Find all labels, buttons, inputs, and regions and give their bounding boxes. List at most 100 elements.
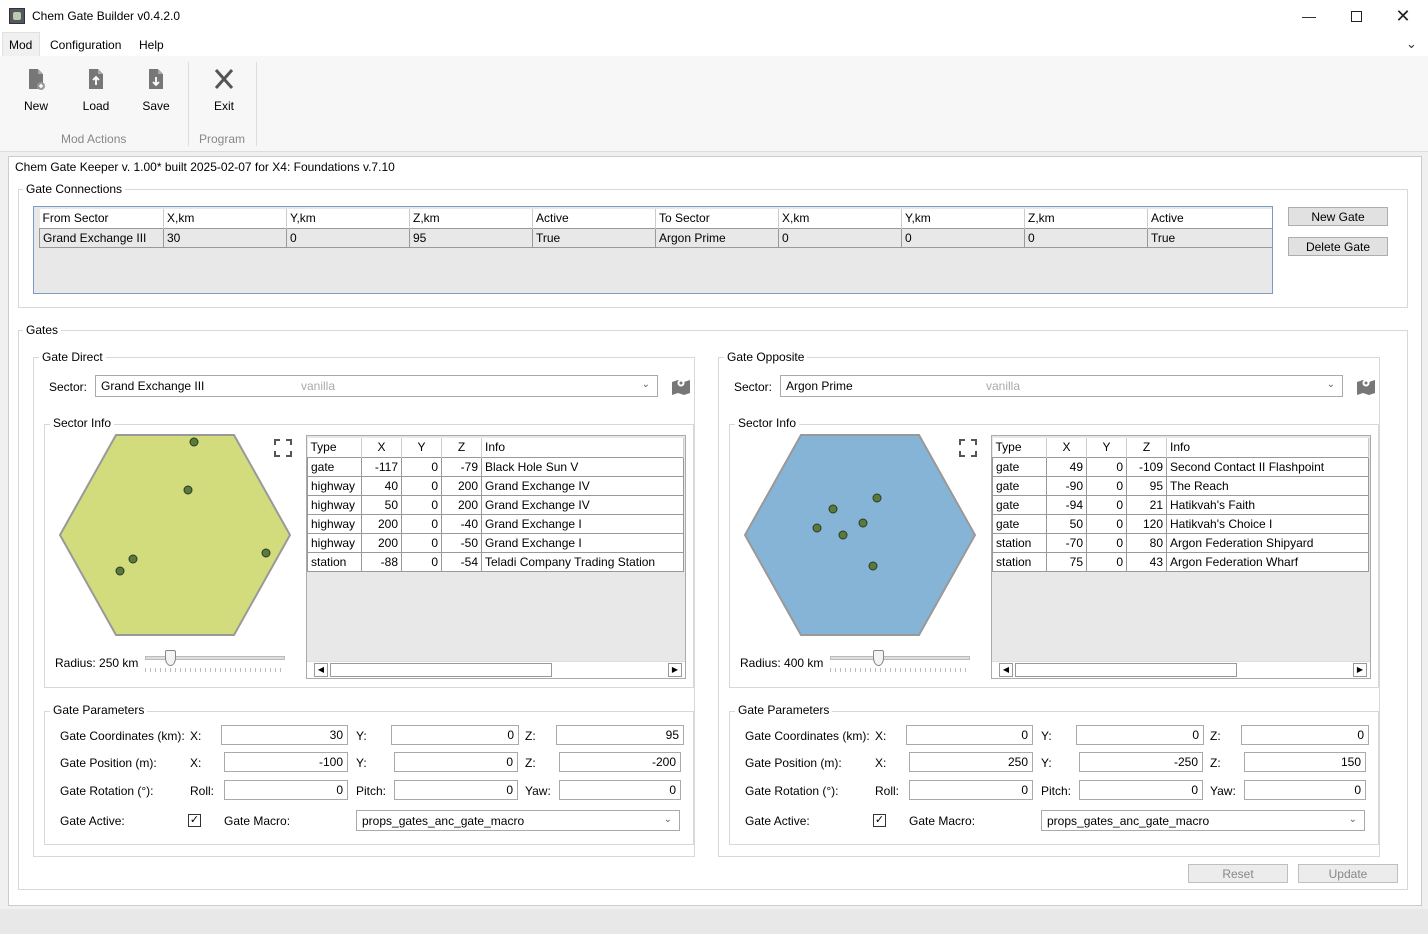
load-button[interactable]: Load	[71, 64, 121, 113]
table-cell[interactable]: 0	[1086, 475, 1127, 496]
table-cell[interactable]: -117	[361, 456, 402, 477]
delete-gate-button[interactable]: Delete Gate	[1288, 237, 1388, 256]
table-cell[interactable]: 50	[361, 494, 402, 515]
table-cell[interactable]: Teladi Company Trading Station	[481, 551, 684, 572]
opposite-position-input[interactable]: -250	[1079, 752, 1203, 772]
column-header[interactable]: X,km	[778, 209, 902, 228]
column-header[interactable]: Y	[1086, 438, 1127, 457]
table-cell[interactable]: 43	[1126, 551, 1167, 572]
table-cell[interactable]: Argon Prime	[655, 227, 779, 248]
table-cell[interactable]: gate	[992, 494, 1047, 515]
direct-active-checkbox[interactable]: ✓	[188, 814, 201, 827]
table-cell[interactable]: 0	[1024, 227, 1148, 248]
table-cell[interactable]: True	[1147, 227, 1272, 248]
table-row[interactable]: highway 40 0 200 Grand Exchange IV	[307, 475, 684, 496]
new-gate-button[interactable]: New Gate	[1288, 207, 1388, 226]
sector-object-marker[interactable]	[868, 561, 878, 571]
opposite-map-button[interactable]	[1355, 376, 1377, 396]
direct-macro-combo[interactable]: props_gates_anc_gate_macro ⌄	[356, 810, 680, 831]
direct-rotation-input[interactable]: 0	[224, 780, 348, 800]
maximize-button[interactable]	[1333, 0, 1379, 32]
opposite-position-input[interactable]: 150	[1244, 752, 1366, 772]
opposite-fullscreen-button[interactable]	[958, 438, 978, 458]
table-cell[interactable]: 0	[401, 513, 442, 534]
table-cell[interactable]: 0	[1086, 494, 1127, 515]
column-header[interactable]: Y,km	[286, 209, 410, 228]
table-row[interactable]: station -70 0 80 Argon Federation Shipyard	[992, 532, 1369, 553]
table-cell[interactable]: Grand Exchange IV	[481, 494, 684, 515]
table-cell[interactable]: 0	[1086, 513, 1127, 534]
table-cell[interactable]: 75	[1046, 551, 1087, 572]
column-header[interactable]: To Sector	[655, 209, 779, 228]
table-row[interactable]: gate 49 0 -109 Second Contact II Flashpoint	[992, 456, 1369, 477]
direct-radius-slider-track[interactable]	[145, 656, 285, 660]
close-button[interactable]: ✕	[1380, 0, 1426, 32]
table-cell[interactable]: 0	[401, 532, 442, 553]
direct-fullscreen-button[interactable]	[273, 438, 293, 458]
column-header[interactable]: Info	[481, 438, 684, 457]
scroll-right-icon[interactable]: ▶	[1353, 663, 1367, 677]
table-cell[interactable]: highway	[307, 513, 362, 534]
opposite-coord-input[interactable]: 0	[1241, 725, 1369, 745]
sector-object-marker[interactable]	[828, 504, 838, 514]
column-header[interactable]: Z,km	[409, 209, 533, 228]
ribbon-collapse-chevron-icon[interactable]: ⌄	[1406, 36, 1417, 51]
column-header[interactable]: X	[361, 438, 402, 457]
direct-position-input[interactable]: -200	[559, 752, 681, 772]
column-header[interactable]: Active	[1147, 209, 1272, 228]
scroll-left-icon[interactable]: ◀	[314, 663, 328, 677]
menu-mod[interactable]: Mod	[9, 38, 33, 52]
table-cell[interactable]: 0	[286, 227, 410, 248]
table-cell[interactable]: 95	[409, 227, 533, 248]
table-row[interactable]: gate 50 0 120 Hatikvah's Choice I	[992, 513, 1369, 534]
sector-object-marker[interactable]	[189, 437, 199, 447]
table-cell[interactable]: Hatikvah's Choice I	[1166, 513, 1369, 534]
table-cell[interactable]: 200	[361, 532, 402, 553]
table-cell[interactable]: gate	[992, 456, 1047, 477]
scroll-right-icon[interactable]: ▶	[668, 663, 682, 677]
direct-rotation-input[interactable]: 0	[559, 780, 681, 800]
sector-object-marker[interactable]	[812, 523, 822, 533]
table-cell[interactable]: highway	[307, 532, 362, 553]
table-cell[interactable]: 0	[401, 494, 442, 515]
column-header[interactable]: Type	[992, 438, 1047, 457]
direct-sector-map[interactable]	[58, 433, 292, 637]
table-cell[interactable]: 40	[361, 475, 402, 496]
column-header[interactable]: Z	[1126, 438, 1167, 457]
opposite-coord-input[interactable]: 0	[906, 725, 1033, 745]
column-header[interactable]: Type	[307, 438, 362, 457]
table-cell[interactable]: Black Hole Sun V	[481, 456, 684, 477]
table-cell[interactable]: -54	[441, 551, 482, 572]
table-cell[interactable]: 21	[1126, 494, 1167, 515]
table-cell[interactable]: 95	[1126, 475, 1167, 496]
opposite-objects-hscroll[interactable]: ◀ ▶	[992, 661, 1370, 678]
column-header[interactable]: Y,km	[901, 209, 1025, 228]
table-cell[interactable]: Argon Federation Wharf	[1166, 551, 1369, 572]
menu-help[interactable]: Help	[139, 38, 164, 52]
table-cell[interactable]: 30	[163, 227, 287, 248]
column-header[interactable]: X	[1046, 438, 1087, 457]
direct-map-button[interactable]	[670, 376, 692, 396]
direct-objects-hscroll[interactable]: ◀ ▶	[307, 661, 685, 678]
opposite-sector-combo[interactable]: Argon Prime vanilla ⌄	[780, 375, 1343, 397]
table-row[interactable]: highway 200 0 -50 Grand Exchange I	[307, 532, 684, 553]
table-cell[interactable]: Grand Exchange IV	[481, 475, 684, 496]
table-row[interactable]: gate -117 0 -79 Black Hole Sun V	[307, 456, 684, 477]
table-cell[interactable]: gate	[992, 475, 1047, 496]
table-cell[interactable]: 80	[1126, 532, 1167, 553]
opposite-radius-slider-track[interactable]	[830, 656, 970, 660]
table-row[interactable]: station 75 0 43 Argon Federation Wharf	[992, 551, 1369, 572]
minimize-button[interactable]: —	[1286, 0, 1332, 32]
table-cell[interactable]: 0	[901, 227, 1025, 248]
connections-grid[interactable]: From Sector X,km Y,km Z,km Active To Sector X,…	[33, 206, 1273, 294]
table-cell[interactable]: gate	[307, 456, 362, 477]
table-cell[interactable]: True	[532, 227, 656, 248]
table-cell[interactable]: -94	[1046, 494, 1087, 515]
sector-object-marker[interactable]	[128, 554, 138, 564]
direct-position-input[interactable]: 0	[394, 752, 518, 772]
opposite-coord-input[interactable]: 0	[1076, 725, 1204, 745]
table-cell[interactable]: 0	[401, 456, 442, 477]
scroll-thumb[interactable]	[1015, 663, 1237, 677]
direct-sector-combo[interactable]: Grand Exchange III vanilla ⌄	[95, 375, 658, 397]
scroll-thumb[interactable]	[330, 663, 552, 677]
